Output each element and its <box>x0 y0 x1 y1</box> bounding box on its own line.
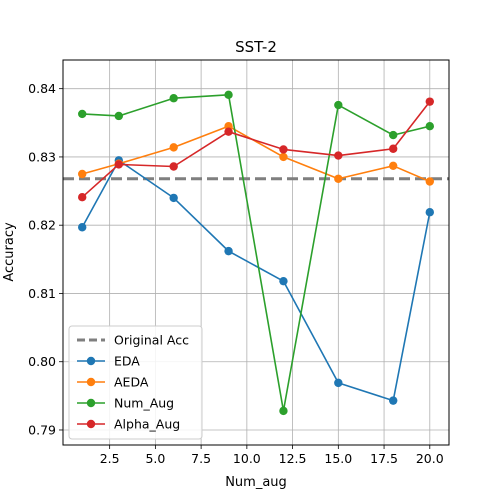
data-point-num-aug <box>224 90 233 100</box>
y-tick-label: 0.82 <box>28 218 56 233</box>
x-tick-label: 2.5 <box>100 451 120 466</box>
data-point-alpha-aug <box>334 151 343 160</box>
y-tick-label: 0.84 <box>28 81 56 96</box>
series-line-num-aug <box>82 94 430 412</box>
data-point-num-aug <box>78 109 87 119</box>
plot-frame <box>62 59 450 446</box>
legend-swatch-marker-alpha-aug <box>86 419 96 429</box>
series-eda <box>78 156 434 405</box>
ticks: 2.5 5.0 7.5 10.0 12.5 15.0 17.5 20.0 0.79 0.80 0.8… <box>28 81 444 466</box>
data-point-eda <box>169 193 178 203</box>
data-point-num-aug <box>334 100 343 110</box>
legend-label-num-aug: Num_Aug <box>114 396 174 411</box>
data-point-aeda <box>334 174 343 183</box>
data-point-eda <box>389 396 398 405</box>
data-point-num-aug <box>279 406 288 416</box>
legend-label-aeda: AEDA <box>114 375 149 390</box>
chart-title: SST-2 <box>235 38 277 56</box>
data-point-aeda <box>279 152 288 162</box>
series-line-eda <box>81 159 431 402</box>
y-tick-label: 0.81 <box>28 286 56 301</box>
data-point-eda <box>425 208 434 217</box>
legend-box <box>68 325 203 440</box>
data-point-num-aug <box>389 130 398 140</box>
data-point-alpha-aug <box>425 97 434 106</box>
x-tick-label: 5.0 <box>145 451 165 466</box>
data-point-aeda <box>425 177 434 186</box>
y-axis-label: Accuracy <box>2 222 17 282</box>
data-point-eda <box>334 378 343 388</box>
y-tick-label: 0.83 <box>28 149 56 164</box>
grid <box>63 60 449 445</box>
x-tick-label: 17.5 <box>370 451 398 466</box>
data-point-eda <box>224 246 233 256</box>
series-num-aug <box>78 90 434 416</box>
y-tick-label: 0.80 <box>28 354 56 369</box>
legend-label-eda: EDA <box>114 354 140 369</box>
series-line-alpha-aug <box>81 101 431 198</box>
x-tick-label: 10.0 <box>233 451 261 466</box>
data-point-alpha-aug <box>389 144 398 153</box>
y-tick-label: 0.79 <box>28 422 56 437</box>
data-point-alpha-aug <box>224 127 233 136</box>
data-point-alpha-aug <box>78 193 87 202</box>
x-tick-label: 15.0 <box>324 451 352 466</box>
x-tick-label: 20.0 <box>416 451 444 466</box>
series-alpha-aug <box>78 97 434 202</box>
series-layer <box>78 90 434 416</box>
data-point-aeda <box>389 161 398 171</box>
data-point-num-aug <box>425 122 434 131</box>
x-tick-label: 12.5 <box>279 451 307 466</box>
x-tick-label: 7.5 <box>191 451 211 466</box>
legend-swatch-marker-aeda <box>86 377 96 387</box>
data-point-alpha-aug <box>114 160 123 169</box>
legend-label-alpha-aug: Alpha_Aug <box>114 417 180 432</box>
data-point-eda <box>279 276 288 286</box>
data-point-alpha-aug <box>169 162 178 171</box>
data-point-alpha-aug <box>279 145 288 154</box>
data-point-eda <box>78 223 87 232</box>
legend: Original Acc EDA AEDA Num_Aug Alpha_Aug <box>68 325 203 440</box>
data-point-aeda <box>169 143 178 152</box>
legend-swatch-marker-eda <box>86 356 96 366</box>
series-line-aeda <box>81 125 431 183</box>
data-point-num-aug <box>169 94 178 103</box>
x-axis-label: Num_aug <box>225 475 287 490</box>
data-point-aeda <box>78 169 87 179</box>
legend-swatch-marker-num-aug <box>86 398 96 408</box>
legend-label-original-acc: Original Acc <box>114 333 189 348</box>
data-point-num-aug <box>114 111 123 121</box>
